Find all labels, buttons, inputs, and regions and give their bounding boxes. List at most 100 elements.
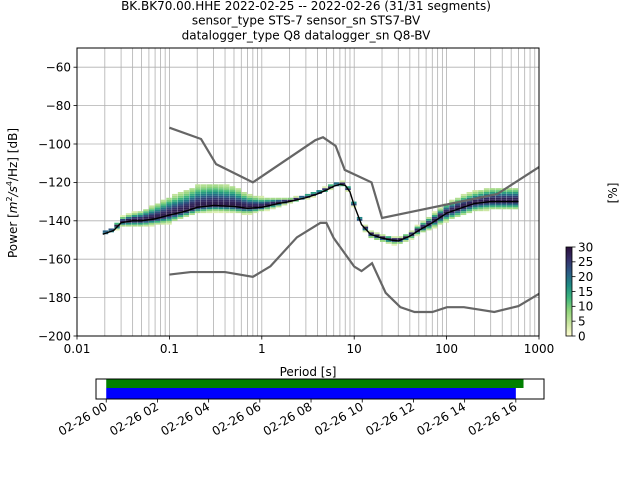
density-cell <box>177 197 184 200</box>
density-cell <box>379 236 386 239</box>
density-cell <box>426 222 432 225</box>
timeline-tick-label: 02-26 12 <box>363 399 417 438</box>
density-cell <box>218 186 224 189</box>
y-label-exp4: 4 <box>5 181 14 186</box>
density-cell <box>495 207 501 210</box>
density-cell <box>501 195 507 198</box>
density-cell <box>143 220 149 223</box>
density-cell <box>218 209 224 212</box>
density-cell <box>224 192 230 194</box>
density-cell <box>212 207 218 210</box>
density-cell <box>478 190 484 192</box>
density-cell <box>172 203 178 206</box>
density-cell <box>495 199 501 202</box>
density-cell <box>241 209 247 212</box>
colorbar-label: [%] <box>606 183 620 204</box>
new-low-noise-model-line <box>169 221 540 314</box>
density-cell <box>252 205 259 208</box>
density-cell <box>206 197 213 200</box>
density-cell <box>512 199 519 202</box>
density-cell <box>172 209 178 212</box>
density-cell <box>206 193 213 196</box>
density-cell <box>391 238 397 240</box>
density-cell <box>200 193 207 196</box>
density-cell <box>489 203 496 206</box>
density-cell <box>120 218 126 221</box>
figure-title: BK.BK70.00.HHE 2022-02-25 -- 2022-02-26 … <box>121 0 491 43</box>
density-cell <box>345 186 351 189</box>
density-cell <box>276 199 282 202</box>
density-cell <box>420 228 426 231</box>
density-cell <box>437 207 444 210</box>
density-cell <box>443 220 449 223</box>
density-cell <box>143 224 149 227</box>
density-cell <box>189 197 195 200</box>
density-cell <box>495 201 501 204</box>
density-cell <box>218 188 224 191</box>
density-cell <box>276 205 282 208</box>
density-cell <box>160 222 166 225</box>
density-cell <box>195 195 201 198</box>
y-axis-label: Power [m2/s4/Hz] [dB] <box>5 128 20 258</box>
density-cell <box>247 195 253 198</box>
timeline-tick-label: 02-26 06 <box>210 399 264 438</box>
density-cell <box>443 207 449 210</box>
density-cell <box>472 199 478 202</box>
density-cell <box>195 193 201 196</box>
density-cell <box>183 205 190 208</box>
density-cell <box>489 201 496 204</box>
density-cell <box>420 230 426 233</box>
density-cell <box>206 199 213 202</box>
density-cell <box>397 241 403 244</box>
density-cell <box>189 213 195 216</box>
density-cell <box>339 180 346 183</box>
density-cell <box>512 188 519 191</box>
density-cell <box>235 203 242 206</box>
density-cell <box>195 188 201 191</box>
density-cell <box>443 205 449 208</box>
timeline-tick-label: 02-26 10 <box>312 399 366 438</box>
density-cell <box>472 205 478 208</box>
density-cell <box>125 216 132 219</box>
density-cell <box>258 195 265 198</box>
density-cell <box>166 222 172 225</box>
density-cell <box>160 216 166 219</box>
density-cell <box>478 207 484 210</box>
density-cell <box>478 209 484 212</box>
density-cell <box>431 213 438 216</box>
density-cell <box>200 199 207 202</box>
density-cell <box>455 197 461 200</box>
density-cell <box>472 190 478 192</box>
density-cell <box>235 211 242 214</box>
density-cell <box>495 190 501 192</box>
density-cell <box>247 201 253 204</box>
mode-curve <box>102 183 519 242</box>
density-cell <box>408 230 415 233</box>
density-cell <box>195 211 201 214</box>
density-cell <box>229 195 236 198</box>
density-cell <box>183 195 190 198</box>
density-cell <box>143 211 149 214</box>
psd-plot: 0.01 0.1 1 10 100 1000 −200 −180 −160 −140 −120 −1… <box>5 47 554 379</box>
density-cell <box>507 192 513 194</box>
density-cell <box>177 209 184 212</box>
density-cell <box>235 199 242 202</box>
density-cell <box>489 199 496 202</box>
density-cell <box>206 190 213 192</box>
density-cell <box>224 193 230 196</box>
density-cell <box>241 203 247 206</box>
density-cell <box>507 201 513 204</box>
density-cell <box>195 197 201 200</box>
density-cell <box>195 199 201 202</box>
density-cell <box>206 188 213 191</box>
density-cell <box>483 199 490 202</box>
density-cell <box>166 213 172 216</box>
density-cell <box>212 201 218 204</box>
density-cell <box>495 205 501 208</box>
density-cell <box>212 197 218 200</box>
density-cell <box>212 205 218 208</box>
density-cell <box>218 195 224 198</box>
density-cell <box>431 211 438 214</box>
density-cell <box>385 240 392 242</box>
